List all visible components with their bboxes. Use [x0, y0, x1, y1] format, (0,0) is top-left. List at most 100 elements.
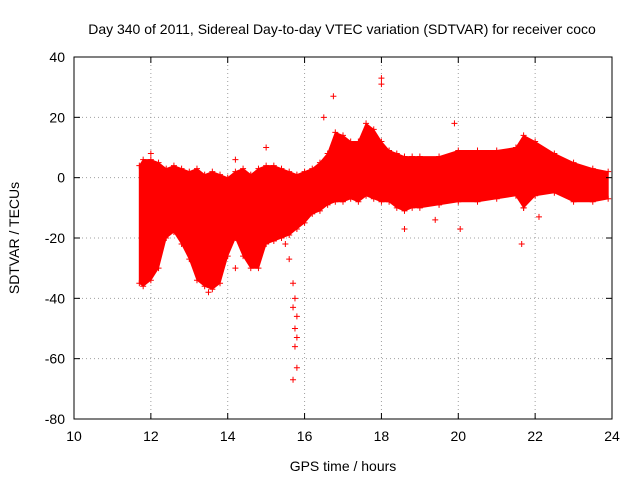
x-tick-label: 10 — [66, 428, 82, 444]
x-tick-label: 24 — [604, 428, 620, 444]
data-envelope — [138, 122, 609, 290]
data-point — [301, 168, 308, 175]
data-point — [291, 343, 298, 350]
data-point — [193, 165, 200, 172]
y-tick-label: 0 — [57, 170, 65, 186]
data-point — [518, 241, 525, 248]
data-point — [270, 238, 277, 245]
data-point — [232, 168, 239, 175]
data-point — [291, 295, 298, 302]
data-point — [416, 204, 423, 211]
x-axis-ticks: 10 12 14 16 18 20 22 24 — [66, 57, 620, 444]
data-point — [224, 174, 231, 181]
data-point — [589, 198, 596, 205]
data-point — [178, 165, 185, 172]
data-point — [532, 138, 539, 145]
data-point — [324, 201, 331, 208]
data-point — [170, 162, 177, 169]
data-point — [286, 168, 293, 175]
data-point — [520, 132, 527, 139]
x-tick-label: 16 — [297, 428, 313, 444]
data-point — [301, 219, 308, 226]
data-point — [455, 198, 462, 205]
data-point — [401, 153, 408, 160]
data-point — [393, 150, 400, 157]
x-tick-label: 18 — [374, 428, 390, 444]
data-point — [355, 198, 362, 205]
data-point — [232, 235, 239, 241]
data-point — [278, 235, 285, 241]
data-point — [147, 156, 154, 163]
data-point — [332, 129, 339, 136]
data-point — [193, 277, 200, 284]
data-point — [293, 313, 300, 320]
data-point — [286, 231, 293, 238]
data-point — [140, 156, 147, 163]
data-point — [520, 204, 527, 211]
x-tick-label: 22 — [527, 428, 543, 444]
data-point — [163, 235, 170, 241]
data-point — [136, 280, 143, 287]
data-point — [535, 213, 542, 220]
data-point — [493, 195, 500, 202]
y-axis-ticks: -80 -60 -40 -20 0 20 40 — [45, 49, 612, 427]
data-point — [178, 241, 185, 248]
data-point — [232, 156, 239, 163]
x-tick-label: 12 — [143, 428, 159, 444]
data-point — [309, 210, 316, 217]
data-point — [432, 216, 439, 223]
data-point — [378, 81, 385, 88]
data-point — [240, 253, 247, 260]
y-tick-label: -40 — [45, 290, 65, 306]
data-point — [293, 334, 300, 341]
data-point — [363, 120, 370, 127]
data-point — [217, 171, 224, 178]
data-point — [493, 147, 500, 154]
data-point — [512, 144, 519, 151]
data-point — [355, 138, 362, 145]
data-point — [147, 277, 154, 284]
data-point — [436, 201, 443, 208]
data-point — [309, 165, 316, 172]
y-tick-label: 20 — [49, 109, 65, 125]
data-point — [205, 289, 212, 296]
y-tick-label: 40 — [49, 49, 65, 65]
data-point — [474, 147, 481, 154]
chart-title: Day 340 of 2011, Sidereal Day-to-day VTE… — [88, 21, 596, 37]
data-point — [316, 159, 323, 166]
data-point — [370, 195, 377, 202]
data-point — [340, 198, 346, 205]
data-point — [293, 171, 300, 178]
data-point — [247, 265, 254, 272]
data-point — [532, 192, 539, 199]
data-point — [370, 126, 377, 133]
data-point — [140, 283, 147, 290]
data-point — [393, 204, 400, 211]
data-point — [409, 204, 416, 211]
data-point — [263, 241, 270, 248]
y-tick-label: -60 — [45, 351, 65, 367]
data-point — [293, 364, 300, 371]
x-tick-label: 14 — [220, 428, 236, 444]
y-tick-label: -80 — [45, 411, 65, 427]
data-point — [324, 150, 331, 157]
data-point — [570, 159, 577, 166]
data-point — [232, 265, 239, 272]
data-point — [457, 225, 464, 232]
data-point — [136, 162, 143, 169]
data-point — [340, 132, 346, 139]
data-point — [347, 195, 354, 202]
data-envelope-area — [138, 122, 609, 290]
data-point — [316, 207, 323, 214]
data-point — [386, 147, 393, 154]
data-point — [270, 162, 277, 169]
data-point — [186, 256, 193, 263]
data-point — [330, 93, 337, 100]
data-point — [605, 168, 612, 175]
x-axis-label: GPS time / hours — [290, 458, 397, 474]
data-point — [451, 120, 458, 127]
data-point — [255, 265, 262, 272]
data-point — [570, 198, 577, 205]
data-point — [551, 150, 558, 157]
